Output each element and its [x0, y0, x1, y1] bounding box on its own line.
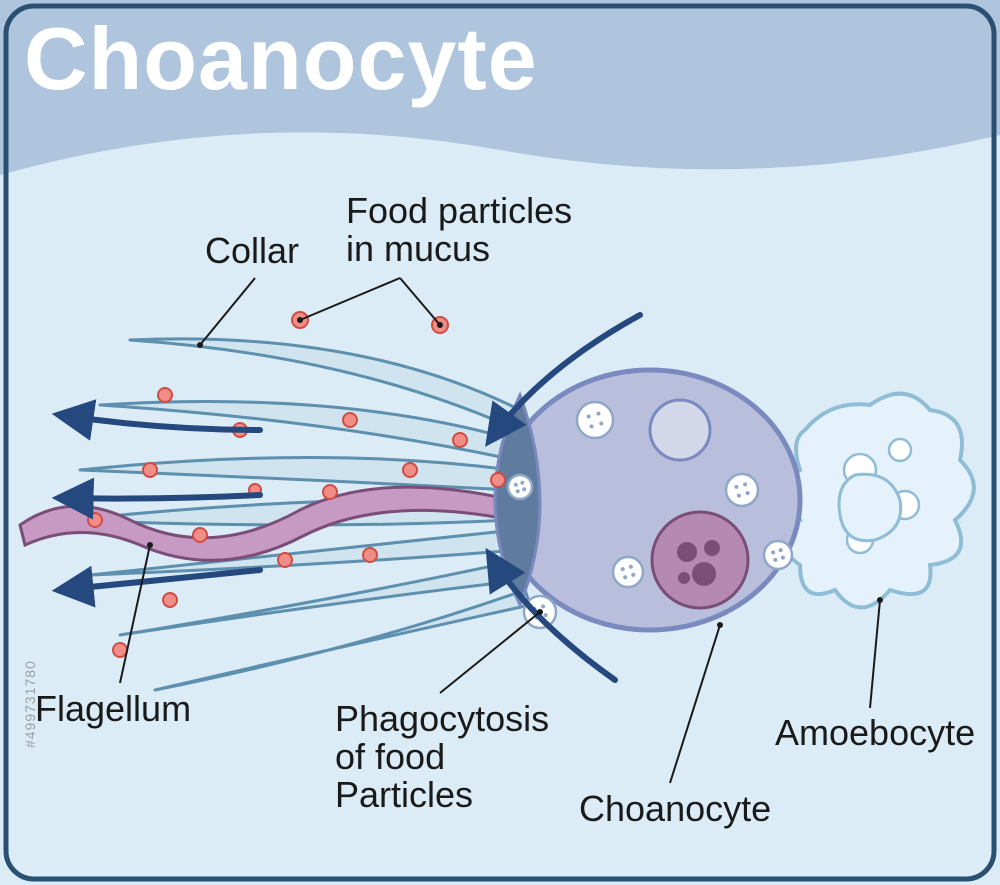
label-choanocyte: Choanocyte — [579, 790, 771, 828]
label-food-particles: Food particles in mucus — [346, 192, 572, 268]
page-title: Choanocyte — [24, 8, 538, 110]
label-phagocytosis: Phagocytosis of food Particles — [335, 700, 549, 813]
label-amoebocyte: Amoebocyte — [775, 714, 975, 752]
label-flagellum: Flagellum — [35, 690, 191, 728]
stock-id: #499731780 — [22, 660, 38, 748]
diagram-canvas: Choanocyte Collar Food particles in mucu… — [0, 0, 1000, 885]
label-collar: Collar — [205, 232, 299, 270]
